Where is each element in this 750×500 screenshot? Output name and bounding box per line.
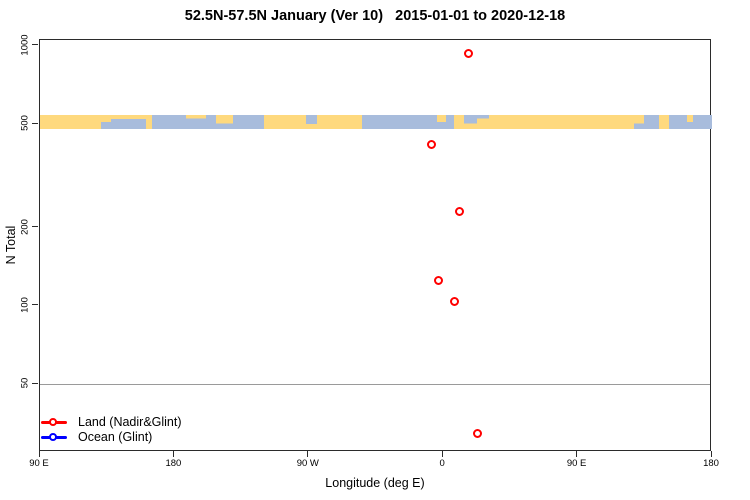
y-tick-label: 500 bbox=[19, 115, 31, 132]
x-tick bbox=[710, 451, 712, 457]
band-segment bbox=[445, 115, 454, 129]
land-ocean-band bbox=[40, 115, 712, 129]
band-segment bbox=[488, 115, 635, 129]
y-tick bbox=[32, 122, 38, 124]
band-segment bbox=[232, 115, 264, 129]
y-tick bbox=[32, 44, 38, 46]
x-tick-label: 180 bbox=[165, 458, 182, 469]
chart-title: 52.5N-57.5N January (Ver 10) 2015-01-01 … bbox=[184, 8, 566, 24]
band-segment bbox=[206, 115, 217, 129]
data-point bbox=[433, 275, 443, 285]
band-segment bbox=[101, 115, 112, 129]
y-tick-label: 1000 bbox=[19, 34, 31, 56]
band-segment bbox=[476, 115, 489, 129]
band-segment bbox=[111, 115, 147, 129]
legend-label-land: Land (Nadir&Glint) bbox=[78, 415, 182, 429]
data-point bbox=[464, 49, 474, 59]
reference-line-50 bbox=[40, 384, 710, 385]
band-segment bbox=[644, 115, 659, 129]
band-segment bbox=[437, 115, 446, 129]
legend-item-land: Land (Nadir&Glint) bbox=[41, 415, 182, 430]
ocean-marker-icon bbox=[41, 432, 67, 443]
y-tick-label: 100 bbox=[19, 296, 31, 313]
land-marker-icon bbox=[41, 417, 67, 428]
band-segment bbox=[146, 115, 153, 129]
data-point bbox=[426, 140, 436, 150]
x-tick-label: 180 bbox=[703, 458, 719, 469]
band-segment bbox=[464, 115, 477, 129]
plot-area: Land (Nadir&Glint) Ocean (Glint) bbox=[39, 39, 712, 451]
band-segment bbox=[687, 115, 694, 129]
band-segment bbox=[152, 115, 186, 129]
x-tick bbox=[307, 451, 309, 457]
legend: Land (Nadir&Glint) Ocean (Glint) bbox=[41, 415, 182, 445]
y-axis-title: N Total bbox=[4, 225, 18, 265]
y-tick-label: 200 bbox=[19, 218, 31, 235]
x-tick-label: 90 E bbox=[29, 458, 49, 469]
x-tick-label: 90 W bbox=[296, 458, 319, 469]
y-tick bbox=[32, 226, 38, 228]
data-point bbox=[455, 206, 465, 216]
data-point bbox=[473, 429, 483, 439]
band-segment bbox=[658, 115, 669, 129]
data-point bbox=[449, 297, 459, 307]
y-tick-label: 50 bbox=[19, 377, 31, 389]
x-tick bbox=[441, 451, 443, 457]
band-segment bbox=[693, 115, 712, 129]
x-tick bbox=[172, 451, 174, 457]
x-tick bbox=[576, 451, 578, 457]
band-segment bbox=[316, 115, 362, 129]
legend-item-ocean: Ocean (Glint) bbox=[41, 430, 182, 445]
x-axis-title: Longitude (deg E) bbox=[325, 476, 425, 490]
band-segment bbox=[361, 115, 438, 129]
legend-label-ocean: Ocean (Glint) bbox=[78, 430, 153, 444]
band-segment bbox=[454, 115, 465, 129]
x-tick-label: 0 bbox=[439, 458, 445, 469]
band-segment bbox=[263, 115, 307, 129]
x-tick bbox=[38, 451, 40, 457]
band-segment bbox=[634, 115, 645, 129]
y-tick bbox=[32, 382, 38, 384]
x-tick-label: 90 E bbox=[566, 458, 587, 469]
band-segment bbox=[306, 115, 317, 129]
band-segment bbox=[669, 115, 688, 129]
band-segment bbox=[40, 115, 102, 129]
band-segment bbox=[185, 115, 206, 129]
band-segment bbox=[216, 115, 233, 129]
y-tick bbox=[32, 304, 38, 306]
